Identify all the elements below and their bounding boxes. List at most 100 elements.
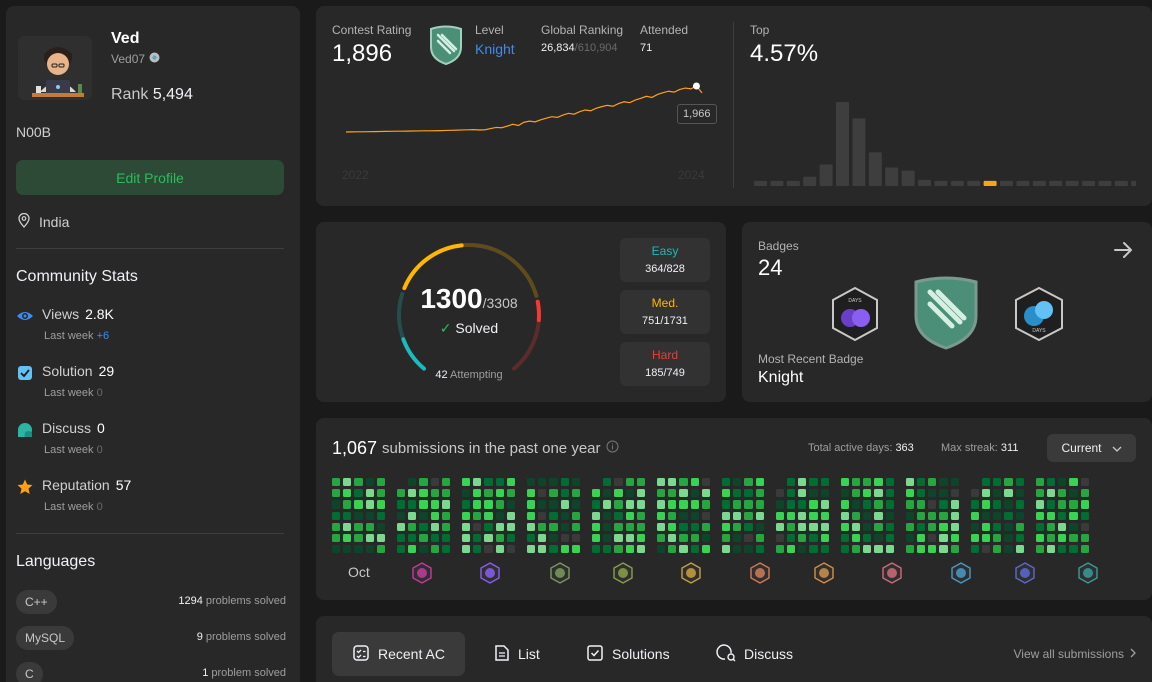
- heatmap-cell[interactable]: [775, 500, 785, 509]
- heatmap-cell[interactable]: [549, 489, 558, 498]
- heatmap-cell[interactable]: [1015, 478, 1024, 487]
- heatmap-cell[interactable]: [939, 500, 948, 509]
- heatmap-cell[interactable]: [1069, 511, 1078, 520]
- language-chip[interactable]: C++: [16, 590, 57, 614]
- heatmap-cell[interactable]: [473, 522, 482, 532]
- heatmap-cell[interactable]: [560, 478, 569, 487]
- heatmap-cell[interactable]: [885, 489, 894, 498]
- heatmap-cell[interactable]: [820, 534, 829, 543]
- heatmap-cell[interactable]: [365, 511, 374, 520]
- heatmap-cell[interactable]: [1004, 478, 1013, 487]
- heatmap-cell[interactable]: [354, 500, 363, 509]
- heatmap-cell[interactable]: [1058, 489, 1067, 498]
- heatmap-cell[interactable]: [473, 534, 482, 543]
- distribution-bar[interactable]: [885, 167, 899, 186]
- heatmap-cell[interactable]: [905, 511, 915, 520]
- heatmap-cell[interactable]: [625, 545, 634, 554]
- heatmap-cell[interactable]: [744, 511, 753, 520]
- heatmap-cell[interactable]: [852, 545, 861, 554]
- heatmap-cell[interactable]: [549, 511, 558, 520]
- distribution-bar[interactable]: [1114, 180, 1128, 186]
- heatmap-cell[interactable]: [755, 522, 764, 532]
- heatmap-cell[interactable]: [1004, 489, 1013, 498]
- heatmap-cell[interactable]: [614, 478, 623, 487]
- heatmap-cell[interactable]: [852, 534, 861, 543]
- heatmap-cell[interactable]: [430, 500, 439, 509]
- heatmap-cell[interactable]: [668, 511, 677, 520]
- heatmap-cell[interactable]: [701, 478, 711, 487]
- heatmap-cell[interactable]: [993, 545, 1002, 554]
- distribution-bar[interactable]: [967, 180, 981, 186]
- heatmap-cell[interactable]: [982, 511, 991, 520]
- heatmap-cell[interactable]: [408, 500, 417, 509]
- heatmap-cell[interactable]: [787, 478, 796, 487]
- heatmap-cell[interactable]: [603, 534, 612, 543]
- heatmap-cell[interactable]: [376, 545, 386, 554]
- monthly-badge-icon[interactable]: [613, 562, 633, 589]
- heatmap-cell[interactable]: [1035, 522, 1045, 532]
- heatmap-cell[interactable]: [939, 522, 948, 532]
- difficulty-med[interactable]: Med. 751/1731: [620, 290, 710, 334]
- heatmap-cell[interactable]: [775, 489, 785, 498]
- heatmap-cell[interactable]: [1015, 522, 1024, 532]
- heatmap-cell[interactable]: [939, 511, 948, 520]
- heatmap-cell[interactable]: [592, 522, 601, 532]
- heatmap-cell[interactable]: [462, 522, 471, 532]
- heatmap-cell[interactable]: [592, 534, 601, 543]
- heatmap-cell[interactable]: [1047, 545, 1056, 554]
- heatmap-cell[interactable]: [527, 489, 536, 498]
- monthly-badge-icon[interactable]: [814, 562, 834, 589]
- heatmap-cell[interactable]: [787, 534, 796, 543]
- heatmap-cell[interactable]: [744, 478, 753, 487]
- heatmap-cell[interactable]: [798, 511, 807, 520]
- distribution-bar[interactable]: [868, 152, 882, 186]
- heatmap-cell[interactable]: [343, 534, 352, 543]
- heatmap-cell[interactable]: [668, 522, 677, 532]
- heatmap-cell[interactable]: [354, 545, 363, 554]
- heatmap-cell[interactable]: [636, 522, 646, 532]
- heatmap-cell[interactable]: [787, 545, 796, 554]
- heatmap-cell[interactable]: [733, 534, 742, 543]
- heatmap-cell[interactable]: [495, 489, 504, 498]
- heatmap-cell[interactable]: [495, 500, 504, 509]
- heatmap-cell[interactable]: [982, 478, 991, 487]
- rating-distribution-chart[interactable]: [746, 86, 1136, 188]
- heatmap-cell[interactable]: [419, 534, 428, 543]
- heatmap-cell[interactable]: [376, 522, 386, 532]
- heatmap-cell[interactable]: [798, 534, 807, 543]
- heatmap-cell[interactable]: [538, 534, 547, 543]
- heatmap-cell[interactable]: [625, 522, 634, 532]
- heatmap-cell[interactable]: [625, 511, 634, 520]
- heatmap-cell[interactable]: [679, 500, 688, 509]
- heatmap-cell[interactable]: [343, 489, 352, 498]
- heatmap-cell[interactable]: [917, 511, 926, 520]
- heatmap-cell[interactable]: [495, 511, 504, 520]
- heatmap-cell[interactable]: [885, 534, 894, 543]
- heatmap-cell[interactable]: [840, 522, 850, 532]
- heatmap-cell[interactable]: [408, 522, 417, 532]
- heatmap-cell[interactable]: [787, 489, 796, 498]
- heatmap-cell[interactable]: [744, 500, 753, 509]
- heatmap-cell[interactable]: [701, 489, 711, 498]
- heatmap-cell[interactable]: [928, 511, 937, 520]
- language-chip[interactable]: C: [16, 662, 43, 682]
- heatmap-cell[interactable]: [690, 522, 699, 532]
- monthly-badge-icon[interactable]: [480, 562, 500, 589]
- heatmap-cell[interactable]: [809, 511, 818, 520]
- edit-profile-button[interactable]: Edit Profile: [16, 160, 284, 195]
- heatmap-cell[interactable]: [809, 545, 818, 554]
- heatmap-cell[interactable]: [939, 534, 948, 543]
- heatmap-cell[interactable]: [1035, 478, 1045, 487]
- heatmap-cell[interactable]: [332, 511, 341, 520]
- heatmap-cell[interactable]: [744, 534, 753, 543]
- heatmap-cell[interactable]: [993, 522, 1002, 532]
- heatmap-cell[interactable]: [1080, 489, 1089, 498]
- heatmap-cell[interactable]: [527, 500, 536, 509]
- tab-discuss[interactable]: Discuss: [696, 632, 813, 676]
- badge-days-blue-icon[interactable]: DAYS: [1012, 286, 1066, 347]
- heatmap-cell[interactable]: [970, 545, 980, 554]
- heatmap-cell[interactable]: [538, 500, 547, 509]
- heatmap-cell[interactable]: [970, 489, 980, 498]
- heatmap-cell[interactable]: [787, 522, 796, 532]
- heatmap-cell[interactable]: [701, 511, 711, 520]
